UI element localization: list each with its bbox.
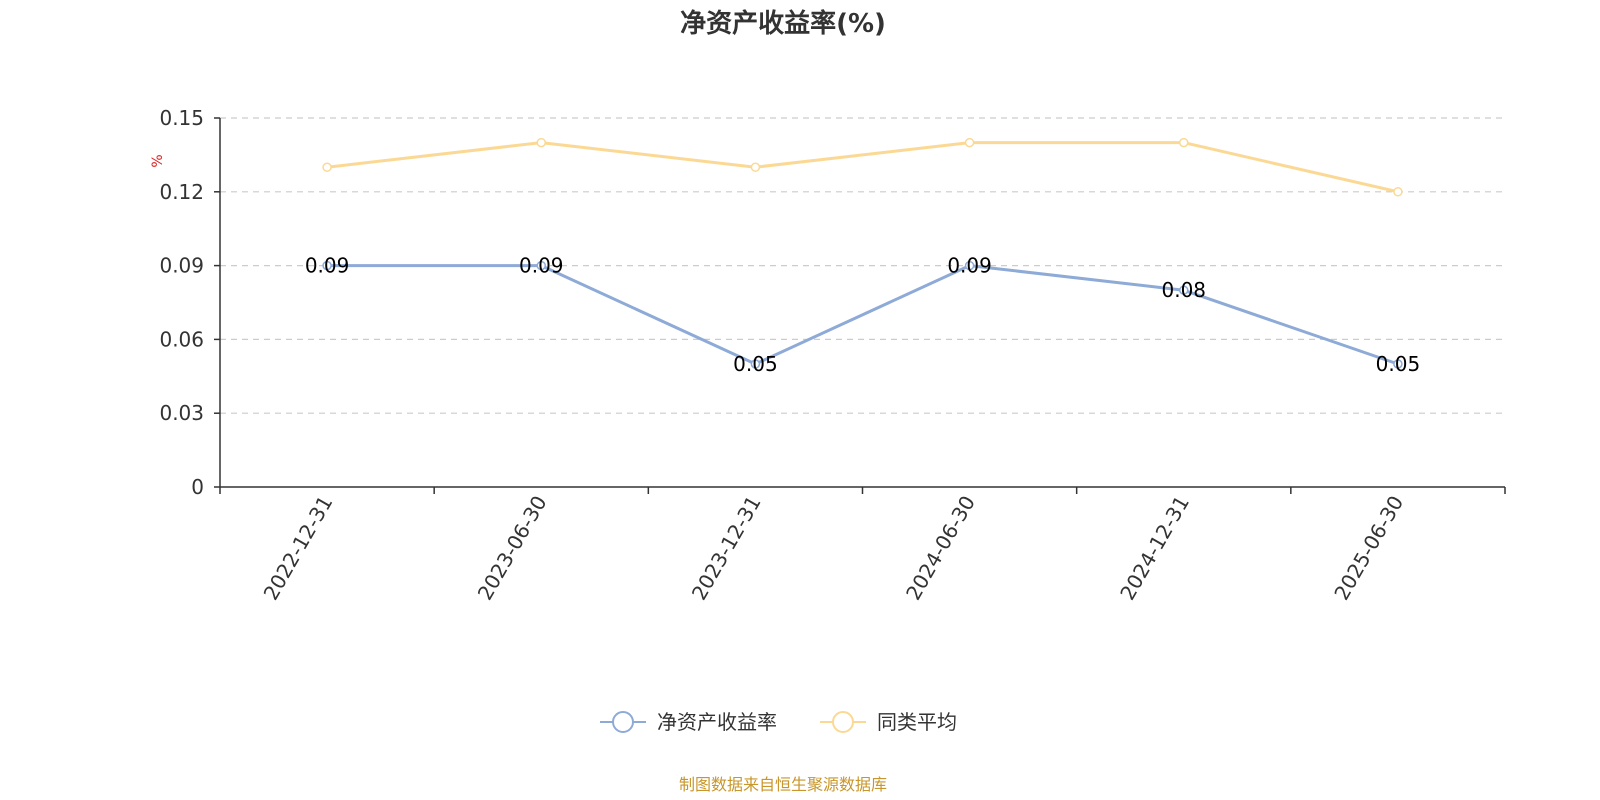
data-source-note: 制图数据来自恒生聚源数据库	[679, 775, 887, 794]
data-label: 0.09	[947, 254, 992, 278]
data-point[interactable]	[536, 260, 546, 271]
data-label: 0.05	[733, 352, 778, 376]
legend-circle-marker	[832, 711, 854, 733]
legend-item[interactable]: 同类平均	[820, 710, 957, 734]
axes: 0 0.03 0.06 0.09 0.12 0.15 2022-12-31 2023-06-3…	[159, 106, 1506, 605]
data-point[interactable]	[964, 260, 975, 271]
data-point[interactable]	[1393, 359, 1403, 369]
x-tick-label: 2023-06-30	[473, 492, 552, 605]
data-point[interactable]	[1179, 285, 1189, 295]
y-tick-label: 0.12	[159, 180, 204, 204]
x-tick-label: 2024-12-31	[1115, 492, 1194, 605]
y-tick-label: 0.03	[159, 401, 204, 425]
data-point[interactable]	[1393, 187, 1403, 197]
chart-title: 净资产收益率(%)	[680, 8, 886, 39]
series-roe: 0.09 0.09 0.05 0.09 0.08 0.05	[305, 254, 1420, 376]
legend-label: 净资产收益率	[657, 710, 777, 734]
y-tick-label: 0	[191, 475, 204, 499]
y-tick-label: 0.06	[159, 327, 204, 351]
x-tick-label: 2025-06-30	[1329, 492, 1408, 605]
data-point[interactable]	[750, 359, 761, 369]
legend-item[interactable]: 净资产收益率	[600, 710, 777, 734]
data-label: 0.08	[1161, 278, 1206, 302]
data-label: 0.09	[519, 254, 564, 278]
legend-circle-marker	[612, 711, 634, 733]
data-point[interactable]	[322, 260, 332, 271]
data-point[interactable]	[964, 137, 975, 148]
data-point[interactable]	[536, 137, 546, 148]
series-group: 0.09 0.09 0.05 0.09 0.08 0.05	[305, 137, 1420, 376]
x-tick-label: 2024-06-30	[901, 492, 980, 605]
data-point[interactable]	[1179, 137, 1189, 148]
series-line	[327, 264, 1399, 366]
x-tick-label: 2023-12-31	[687, 492, 766, 605]
y-tick-label: 0.15	[159, 106, 204, 130]
data-point[interactable]	[750, 162, 761, 172]
y-tick-label: 0.09	[159, 254, 204, 278]
y-axis-unit-label: %	[150, 154, 166, 167]
legend[interactable]: 净资产收益率 同类平均	[600, 710, 957, 734]
data-label: 0.09	[305, 254, 350, 278]
series-line	[326, 141, 1399, 194]
data-point[interactable]	[322, 162, 332, 172]
legend-label: 同类平均	[877, 710, 957, 734]
series-peer-average	[322, 137, 1403, 197]
x-tick-label: 2022-12-31	[259, 492, 338, 605]
data-label: 0.05	[1376, 352, 1421, 376]
